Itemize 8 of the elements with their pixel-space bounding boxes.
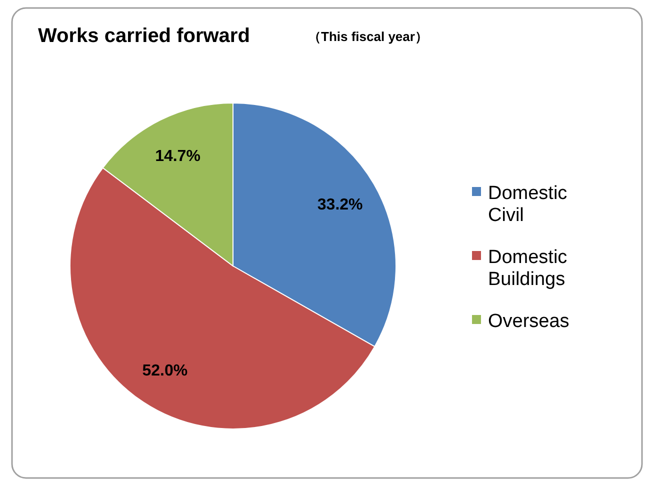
legend-label: Domestic Buildings [488, 247, 568, 290]
legend-label: Domestic Civil [488, 183, 568, 226]
data-label: 52.0% [142, 362, 188, 380]
chart-title: Works carried forward [38, 25, 250, 47]
data-label: 33.2% [317, 196, 363, 214]
data-label: 14.7% [155, 148, 200, 166]
legend-label: Overseas [488, 311, 570, 332]
chart-subtitle: （This fiscal year） [308, 29, 428, 44]
